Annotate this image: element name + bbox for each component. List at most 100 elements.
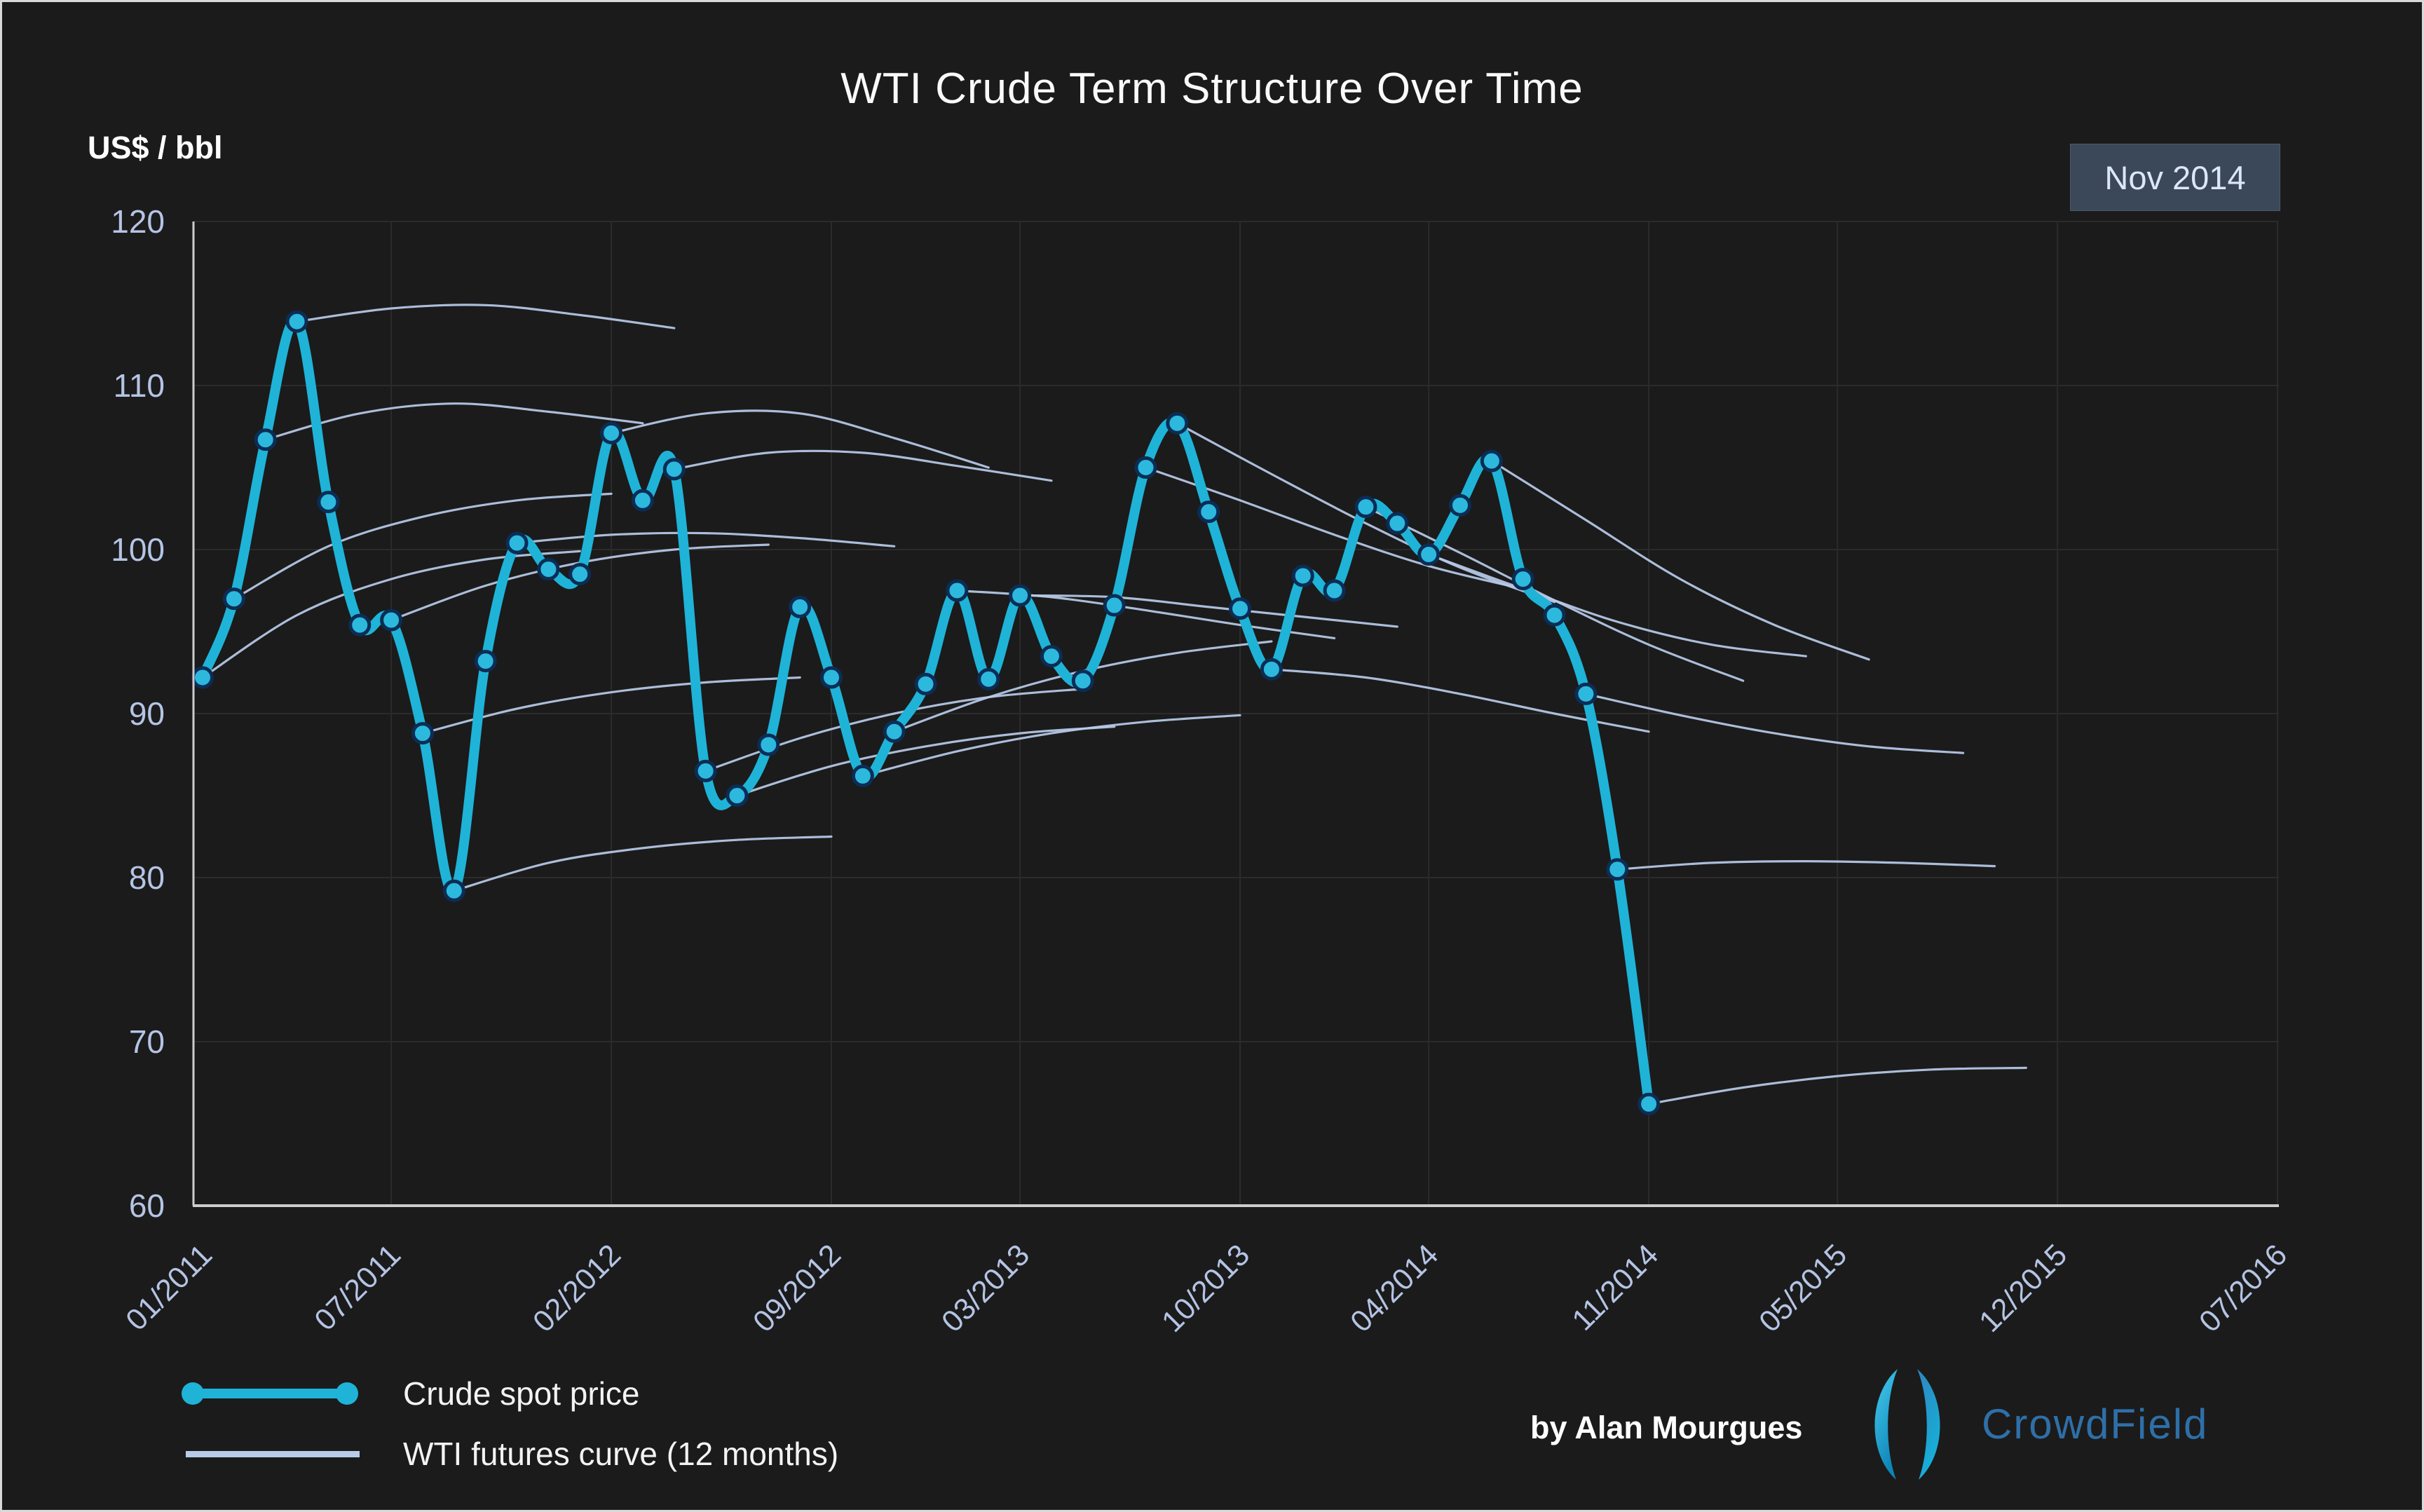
data-point-dot bbox=[1229, 597, 1252, 620]
futures-curve bbox=[1019, 594, 1398, 628]
data-point-dot bbox=[1134, 456, 1157, 479]
data-point-dot bbox=[1354, 496, 1377, 519]
data-point-dot bbox=[1291, 564, 1314, 587]
futures-curve bbox=[295, 304, 676, 329]
data-point-dot bbox=[1637, 1092, 1661, 1115]
futures-curve bbox=[610, 409, 990, 469]
x-tick-label: 09/2012 bbox=[747, 1238, 847, 1339]
futures-curve bbox=[1490, 460, 1870, 661]
data-point-dot bbox=[1323, 579, 1346, 602]
futures-curve bbox=[1427, 553, 1807, 658]
data-point-dot bbox=[631, 489, 654, 512]
page-title: WTI Crude Term Structure Over Time bbox=[840, 64, 1584, 113]
legend-label-spot: Crude spot price bbox=[403, 1375, 640, 1412]
data-point-dot bbox=[914, 672, 937, 695]
y-tick-label: 90 bbox=[129, 695, 165, 732]
data-point-dot bbox=[1606, 858, 1629, 881]
y-tick-label: 60 bbox=[129, 1187, 165, 1224]
data-point-dot bbox=[977, 667, 1000, 690]
data-point-dot bbox=[1197, 500, 1220, 524]
data-point-dot bbox=[1040, 645, 1063, 668]
y-tick-label: 120 bbox=[111, 203, 165, 240]
y-tick-label: 110 bbox=[114, 367, 165, 404]
x-tick-label: 10/2013 bbox=[1155, 1238, 1256, 1339]
data-point-dot bbox=[1417, 543, 1441, 566]
x-tick-label: 07/2016 bbox=[2193, 1238, 2294, 1339]
futures-curve bbox=[233, 492, 613, 600]
data-point-dot bbox=[662, 458, 686, 481]
futures-curve bbox=[1176, 422, 1556, 604]
x-tick-label: 01/2011 bbox=[119, 1238, 219, 1337]
data-point-dot bbox=[505, 531, 529, 554]
data-point-dot bbox=[757, 733, 780, 756]
futures-curve bbox=[515, 531, 896, 547]
futures-curve bbox=[1647, 1066, 2027, 1105]
x-tick-label: 11/2014 bbox=[1566, 1238, 1666, 1337]
data-point-dot bbox=[1386, 512, 1409, 535]
y-tick-label: 100 bbox=[111, 531, 165, 568]
data-point-dot bbox=[285, 310, 308, 333]
data-point-dot bbox=[568, 563, 592, 586]
data-point-dot bbox=[1260, 658, 1283, 681]
data-point-dot bbox=[694, 759, 717, 782]
data-point-dot bbox=[1574, 682, 1598, 705]
data-point-dot bbox=[883, 720, 906, 743]
legend-label-futures: WTI futures curve (12 months) bbox=[403, 1436, 839, 1472]
futures-line-swatch-icon bbox=[186, 1450, 360, 1457]
futures-curve bbox=[453, 835, 833, 892]
y-tick-label: 70 bbox=[129, 1023, 165, 1060]
y-tick-label: 80 bbox=[129, 859, 165, 896]
x-tick-label: 02/2012 bbox=[526, 1238, 627, 1339]
data-point-dot bbox=[222, 587, 245, 611]
futures-curve bbox=[421, 676, 801, 735]
data-point-dot bbox=[380, 608, 403, 632]
spot-line-swatch-icon bbox=[182, 1382, 358, 1405]
y-axis-title: US$ / bbl bbox=[88, 130, 223, 165]
futures-curve bbox=[1364, 505, 1745, 682]
chart-legend: Crude spot price WTI futures curve (12 m… bbox=[182, 1363, 838, 1484]
futures-curve bbox=[862, 714, 1241, 777]
brand-name: CrowdField bbox=[1982, 1401, 2209, 1448]
crowdfield-logo-icon bbox=[1874, 1369, 1940, 1480]
data-point-dot bbox=[474, 650, 497, 673]
futures-curve bbox=[264, 402, 644, 441]
futures-curve bbox=[1584, 693, 1965, 754]
data-point-dot bbox=[1543, 604, 1566, 627]
futures-curve bbox=[1144, 466, 1525, 590]
data-point-dot bbox=[851, 764, 874, 787]
data-point-dot bbox=[1071, 669, 1094, 693]
futures-curve bbox=[673, 449, 1053, 482]
data-point-dot bbox=[789, 595, 812, 618]
x-tick-label: 03/2013 bbox=[935, 1238, 1036, 1339]
futures-curve bbox=[1270, 668, 1650, 733]
legend-item-futures: WTI futures curve (12 months) bbox=[186, 1424, 838, 1484]
x-tick-label: 04/2014 bbox=[1344, 1238, 1445, 1339]
data-point-dot bbox=[726, 784, 749, 807]
x-tick-label: 07/2011 bbox=[308, 1238, 408, 1337]
legend-item-spot: Crude spot price bbox=[182, 1363, 838, 1424]
data-point-dot bbox=[348, 613, 372, 636]
data-point-dot bbox=[1480, 449, 1503, 472]
data-point-dot bbox=[442, 879, 465, 902]
data-point-dot bbox=[411, 722, 434, 745]
data-point-dot bbox=[1511, 568, 1534, 591]
data-point-dot bbox=[1103, 594, 1126, 617]
futures-curve bbox=[1616, 859, 1996, 871]
data-point-dot bbox=[537, 558, 560, 581]
data-point-dot bbox=[1166, 411, 1189, 435]
data-point-dot bbox=[600, 421, 623, 444]
data-point-dot bbox=[1449, 493, 1471, 517]
futures-curve bbox=[735, 726, 1116, 797]
data-point-dot bbox=[820, 666, 843, 689]
x-tick-label: 05/2015 bbox=[1752, 1238, 1853, 1339]
data-point-dot bbox=[191, 666, 214, 689]
data-point-dot bbox=[946, 579, 969, 602]
data-point-dot bbox=[254, 428, 277, 451]
current-month-badge: Nov 2014 bbox=[2070, 144, 2280, 211]
data-point-dot bbox=[1009, 584, 1032, 607]
x-tick-label: 12/2015 bbox=[1973, 1238, 2074, 1339]
author-credit: by Alan Mourgues bbox=[1530, 1410, 1803, 1445]
spot-price-line bbox=[198, 315, 1654, 1109]
